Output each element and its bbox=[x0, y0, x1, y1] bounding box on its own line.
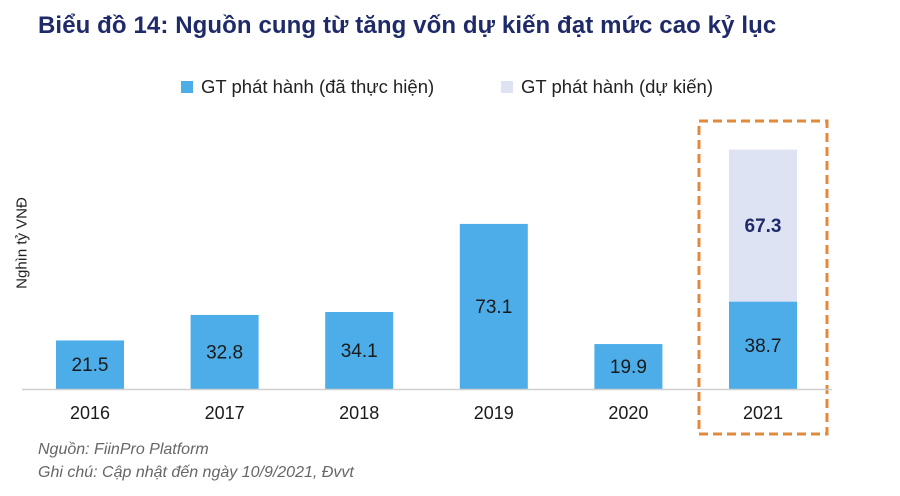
x-tick-label-2017: 2017 bbox=[205, 403, 245, 423]
data-label-2020-series-0: 19.9 bbox=[610, 357, 647, 378]
data-label-2017-series-0: 32.8 bbox=[206, 342, 243, 363]
bar-2020-series-0 bbox=[594, 344, 663, 389]
x-tick-label-2018: 2018 bbox=[339, 403, 379, 423]
legend-swatch-planned bbox=[501, 81, 513, 93]
legend-item-actual: GT phát hành (đã thực hiện) bbox=[181, 76, 434, 98]
source-note: Nguồn: FiinPro Platform bbox=[38, 441, 209, 458]
legend-swatch-actual bbox=[181, 81, 193, 93]
bar-2019-series-0 bbox=[459, 223, 528, 389]
x-tick-label-2016: 2016 bbox=[70, 403, 110, 423]
legend-label-planned: GT phát hành (dự kiến) bbox=[521, 76, 714, 97]
x-tick-label-2021: 2021 bbox=[743, 403, 783, 423]
bar-2021-series-1 bbox=[729, 149, 797, 302]
data-label-2016-series-0: 21.5 bbox=[72, 355, 109, 376]
x-tick-label-2019: 2019 bbox=[474, 403, 514, 423]
x-tick-label-2020: 2020 bbox=[608, 403, 648, 423]
footnote: Ghi chú: Cập nhật đến ngày 10/9/2021, Đv… bbox=[38, 464, 354, 481]
data-label-2021-series-0: 38.7 bbox=[745, 336, 782, 357]
highlight-box-2021 bbox=[697, 119, 829, 436]
bar-2021-series-0 bbox=[729, 301, 797, 389]
bar-2017-series-0 bbox=[190, 314, 259, 389]
legend-item-planned: GT phát hành (dự kiến) bbox=[501, 76, 713, 98]
bar-2018-series-0 bbox=[325, 311, 394, 389]
bar-2016-series-0 bbox=[56, 340, 124, 389]
data-label-2021-series-1: 67.3 bbox=[745, 216, 782, 237]
data-label-2019-series-0: 73.1 bbox=[475, 297, 512, 318]
chart-title: Biểu đồ 14: Nguồn cung từ tăng vốn dự ki… bbox=[38, 12, 777, 39]
legend-label-actual: GT phát hành (đã thực hiện) bbox=[201, 76, 435, 97]
data-label-2018-series-0: 34.1 bbox=[341, 341, 378, 362]
